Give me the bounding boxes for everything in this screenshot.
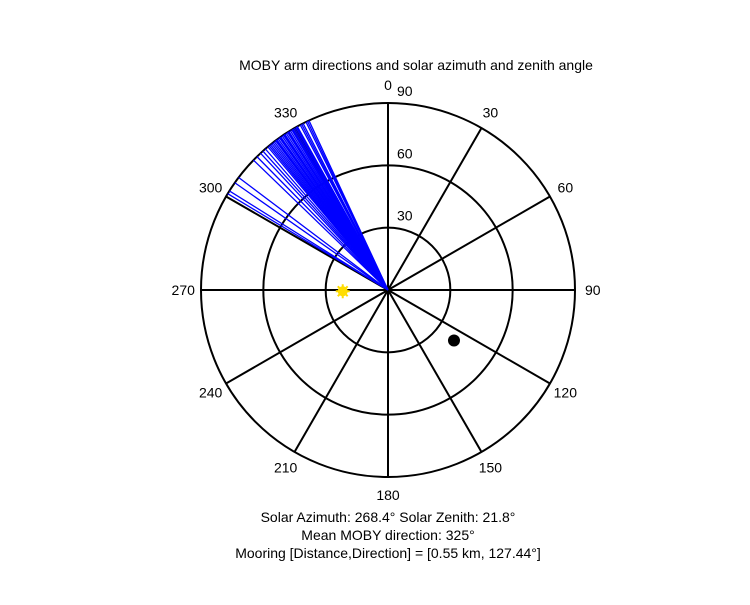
moby-arm-ray (306, 120, 389, 291)
theta-tick-label-180: 180 (376, 487, 400, 503)
grid-spoke-30 (387, 127, 483, 291)
moby-arm-ray (253, 159, 389, 291)
moby-arm-ray (283, 134, 389, 291)
polar-markers (335, 284, 460, 347)
polar-tick-labels: 0 30 60 90 120 150 180 210 240 270 300 330 30 60 90 (172, 77, 601, 503)
theta-tick-label-0: 0 (384, 77, 392, 93)
moby-arm-ray (234, 182, 389, 291)
moby-arm-ray (279, 136, 389, 291)
moby-arm-ray (301, 123, 389, 291)
theta-tick-label-120: 120 (554, 384, 578, 400)
moby-arm-ray (229, 190, 389, 291)
moby-arm-ray (271, 143, 389, 291)
chart-title: MOBY arm directions and solar azimuth an… (239, 57, 593, 73)
mean-moby-direction-annotation: Mean MOBY direction: 325° (301, 527, 474, 543)
moby-arm-ray (296, 126, 389, 291)
grid-spoke-210 (293, 289, 389, 453)
theta-tick-label-240: 240 (199, 384, 223, 400)
theta-tick-label-300: 300 (199, 180, 223, 196)
moby-arm-ray (256, 156, 389, 291)
moby-arm-ray (275, 139, 389, 291)
polar-grid (200, 102, 576, 478)
moby-arm-ray (291, 129, 389, 291)
mooring-marker (447, 334, 460, 347)
r-tick-label-60: 60 (397, 145, 413, 161)
theta-tick-label-330: 330 (274, 105, 298, 121)
moby-arm-rays (227, 120, 389, 291)
theta-tick-label-150: 150 (479, 459, 503, 475)
r-tick-label-30: 30 (397, 208, 413, 224)
grid-spoke-120 (387, 289, 551, 385)
sun-marker (335, 284, 350, 299)
theta-tick-label-270: 270 (172, 282, 196, 298)
theta-tick-label-30: 30 (483, 105, 499, 121)
theta-tick-label-90: 90 (585, 282, 601, 298)
grid-spoke-240 (225, 289, 389, 385)
theta-tick-label-210: 210 (274, 459, 298, 475)
moby-arm-ray (238, 176, 389, 291)
solar-angles-annotation: Solar Azimuth: 268.4° Solar Zenith: 21.8… (261, 509, 516, 525)
grid-spoke-60 (387, 195, 551, 291)
theta-tick-label-60: 60 (558, 180, 574, 196)
r-tick-label-90: 90 (397, 83, 413, 99)
moby-arm-ray (287, 131, 389, 291)
grid-spoke-150 (387, 289, 483, 453)
mooring-annotation: Mooring [Distance,Direction] = [0.55 km,… (235, 545, 541, 561)
